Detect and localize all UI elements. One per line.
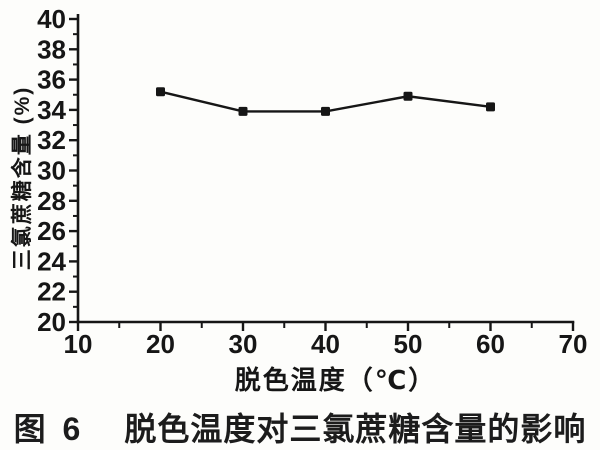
y-tick-label: 40 <box>37 4 66 34</box>
y-tick-label: 36 <box>37 65 66 95</box>
data-point-marker <box>238 106 248 116</box>
y-tick-label: 20 <box>37 307 66 337</box>
y-tick-label: 34 <box>37 95 66 125</box>
x-axis-title: 脱色温度（℃） <box>234 365 437 395</box>
y-tick-label: 28 <box>37 186 66 216</box>
x-tick-label: 60 <box>476 329 505 359</box>
x-tick-label: 50 <box>394 329 423 359</box>
x-tick-label: 70 <box>559 329 588 359</box>
y-tick-label: 24 <box>37 246 66 276</box>
data-point-marker <box>156 87 165 97</box>
data-point-marker <box>321 106 330 116</box>
axes <box>76 14 575 324</box>
x-tick-label: 10 <box>64 329 93 359</box>
y-axis-title: 三氯蔗糖含量 (%) <box>11 85 34 271</box>
data-point-marker <box>486 102 495 112</box>
x-tick-label: 20 <box>146 329 175 359</box>
axis-ticks <box>69 17 575 331</box>
figure-number: 图 6 <box>13 411 85 447</box>
x-tick-label: 30 <box>229 329 258 359</box>
data-series <box>156 87 495 116</box>
y-tick-label: 32 <box>37 125 66 155</box>
y-tick-label: 26 <box>37 216 66 246</box>
y-tick-label: 22 <box>37 277 66 307</box>
x-tick-label: 40 <box>311 329 340 359</box>
y-tick-label: 30 <box>37 156 66 186</box>
y-tick-label: 38 <box>37 34 66 64</box>
figure-title: 脱色温度对三氯蔗糖含量的影响 <box>124 411 587 447</box>
figure-caption: 图 6 脱色温度对三氯蔗糖含量的影响 <box>0 404 600 450</box>
data-point-marker <box>403 91 413 101</box>
